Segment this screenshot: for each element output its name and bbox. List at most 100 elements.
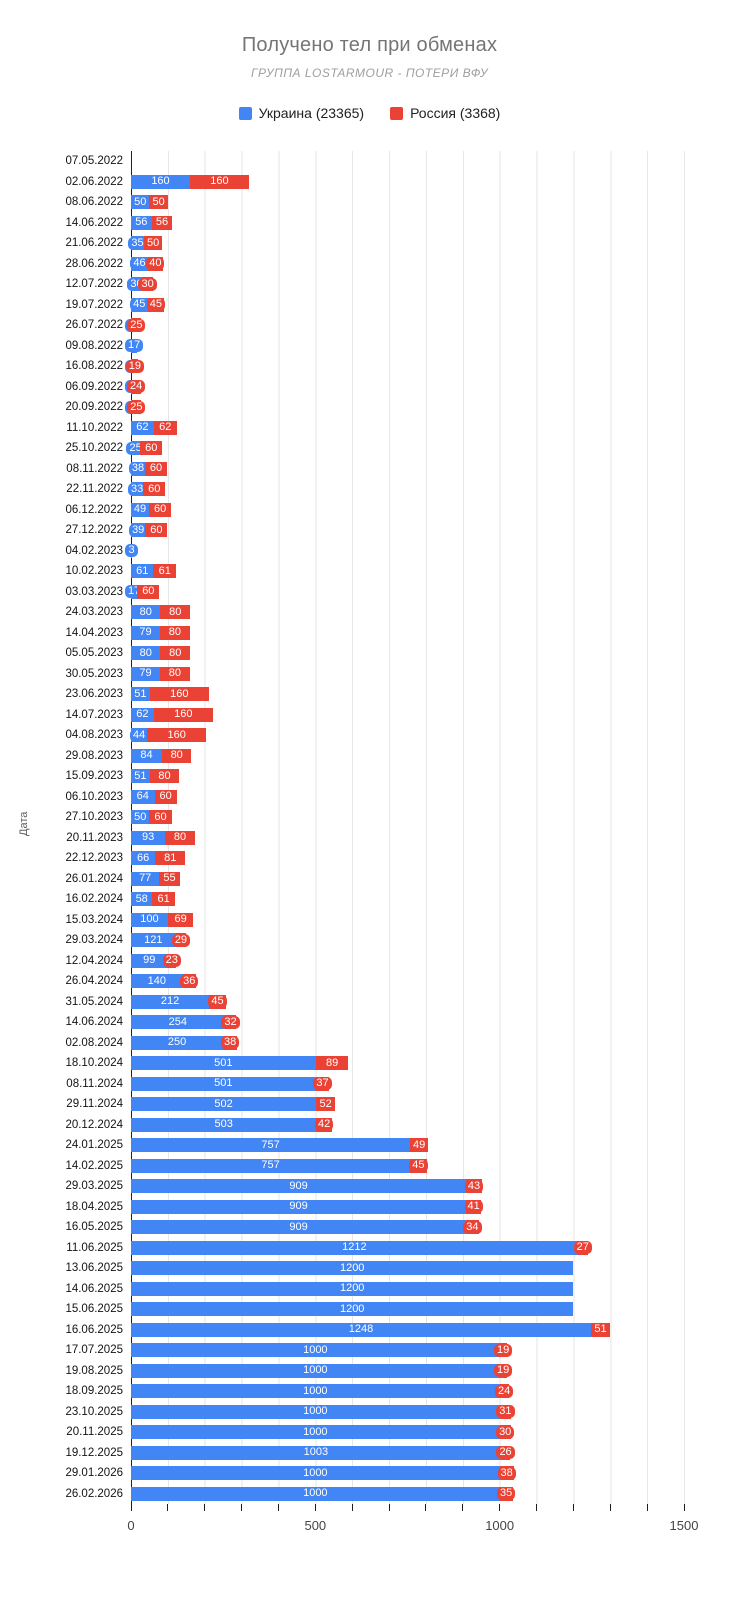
bar-ukraine-segment[interactable]: 502 [131,1097,317,1112]
bar-russia-segment[interactable]: 30 [496,1425,515,1440]
bar-ukraine-segment[interactable]: 45 [130,297,149,312]
bar-ukraine-segment[interactable]: 80 [131,605,161,620]
bar-ukraine-segment[interactable]: 757 [131,1138,411,1153]
bar-russia-segment[interactable]: 27 [573,1240,592,1255]
bar-ukraine-segment[interactable]: 51 [131,687,150,702]
bar-ukraine-segment[interactable]: 100 [131,912,168,927]
bar-russia-segment[interactable]: 80 [160,605,190,620]
bar-russia-segment[interactable]: 51 [591,1322,610,1337]
bar-ukraine-segment[interactable]: 51 [131,769,150,784]
bar-russia-segment[interactable]: 81 [155,851,186,866]
bar-ukraine-segment[interactable]: 909 [131,1179,467,1194]
bar-ukraine-segment[interactable]: 93 [131,830,166,845]
bar-russia-segment[interactable]: 37 [313,1076,332,1091]
bar-russia-segment[interactable]: 160 [149,687,209,702]
bar-russia-segment[interactable]: 61 [153,564,176,579]
bar-ukraine-segment[interactable]: 66 [131,851,156,866]
bar-russia-segment[interactable]: 45 [208,994,227,1009]
bar-ukraine-segment[interactable]: 250 [131,1035,224,1050]
bar-ukraine-segment[interactable]: 1000 [131,1343,500,1358]
bar-russia-segment[interactable]: 45 [146,297,165,312]
bar-russia-segment[interactable]: 60 [154,789,177,804]
bar-ukraine-segment[interactable]: 501 [131,1056,316,1071]
bar-russia-segment[interactable]: 160 [147,728,207,743]
bar-russia-segment[interactable]: 45 [409,1158,428,1173]
bar-russia-segment[interactable]: 43 [464,1179,484,1194]
bar-russia-segment[interactable]: 31 [496,1404,515,1419]
bar-russia-segment[interactable]: 80 [160,625,190,640]
bar-ukraine-segment[interactable]: 1200 [131,1302,574,1317]
bar-russia-segment[interactable]: 52 [316,1097,336,1112]
bar-russia-segment[interactable]: 23 [162,953,181,968]
bar-ukraine-segment[interactable]: 84 [131,748,162,763]
bar-russia-segment[interactable]: 19 [494,1363,513,1378]
bar-ukraine-segment[interactable]: 25 [126,441,145,456]
bar-ukraine-segment[interactable]: 62 [131,707,154,722]
bar-russia-segment[interactable]: 42 [315,1117,334,1132]
bar-russia-segment[interactable]: 61 [152,892,175,907]
bar-ukraine-segment[interactable]: 50 [131,810,150,825]
bar-russia-segment[interactable]: 55 [159,871,180,886]
bar-russia-segment[interactable]: 69 [167,912,194,927]
bar-russia-segment[interactable]: 38 [497,1466,516,1481]
bar-russia-segment[interactable]: 41 [464,1199,483,1214]
bar-russia-segment[interactable]: 38 [221,1035,240,1050]
bar-ukraine-segment[interactable]: 64 [131,789,155,804]
bar-russia-segment[interactable]: 60 [137,584,160,599]
bar-ukraine-segment[interactable]: 1248 [131,1322,592,1337]
bar-russia-segment[interactable]: 25 [127,318,146,333]
bar-ukraine-segment[interactable]: 121 [131,933,176,948]
bar-russia-segment[interactable]: 32 [221,1015,240,1030]
bar-ukraine-segment[interactable]: 1000 [131,1486,500,1501]
bar-ukraine-segment[interactable]: 501 [131,1076,316,1091]
bar-ukraine-segment[interactable]: 1003 [131,1445,501,1460]
bar-ukraine-segment[interactable]: 909 [131,1199,467,1214]
bar-ukraine-segment[interactable]: 77 [131,871,160,886]
bar-russia-segment[interactable]: 80 [149,769,180,784]
bar-russia-segment[interactable]: 60 [143,482,166,497]
bar-ukraine-segment[interactable]: 79 [131,625,161,640]
legend-item-russia[interactable]: Россия (3368) [390,105,500,121]
bar-ukraine-segment[interactable]: 33 [127,482,147,497]
bar-ukraine-segment[interactable]: 17 [125,338,144,353]
bar-ukraine-segment[interactable]: 80 [131,646,161,661]
bar-ukraine-segment[interactable]: 38 [128,461,148,476]
bar-ukraine-segment[interactable]: 56 [131,215,152,230]
bar-russia-segment[interactable]: 80 [161,748,192,763]
bar-ukraine-segment[interactable]: 50 [131,195,150,210]
bar-russia-segment[interactable]: 60 [145,523,168,538]
bar-russia-segment[interactable]: 30 [138,277,157,292]
bar-ukraine-segment[interactable]: 140 [131,974,183,989]
bar-russia-segment[interactable]: 19 [494,1343,513,1358]
bar-russia-segment[interactable]: 29 [171,933,191,948]
bar-ukraine-segment[interactable]: 503 [131,1117,317,1132]
bar-ukraine-segment[interactable]: 49 [130,502,150,517]
bar-russia-segment[interactable]: 49 [409,1138,429,1153]
bar-ukraine-segment[interactable]: 1000 [131,1466,500,1481]
bar-ukraine-segment[interactable]: 62 [131,420,154,435]
legend-item-ukraine[interactable]: Украина (23365) [238,105,364,121]
bar-ukraine-segment[interactable]: 1000 [131,1425,500,1440]
bar-ukraine-segment[interactable]: 58 [131,892,153,907]
bar-ukraine-segment[interactable]: 1000 [131,1404,500,1419]
bar-ukraine-segment[interactable]: 35 [128,236,147,251]
bar-russia-segment[interactable]: 160 [189,174,249,189]
bar-russia-segment[interactable]: 19 [125,359,144,374]
bar-ukraine-segment[interactable]: 757 [131,1158,411,1173]
bar-ukraine-segment[interactable]: 44 [129,728,149,743]
bar-russia-segment[interactable]: 89 [315,1056,349,1071]
bar-russia-segment[interactable]: 50 [149,195,168,210]
bar-ukraine-segment[interactable]: 1200 [131,1281,574,1296]
bar-russia-segment[interactable]: 80 [160,666,190,681]
bar-ukraine-segment[interactable]: 61 [131,564,154,579]
bar-russia-segment[interactable]: 160 [153,707,213,722]
bar-ukraine-segment[interactable]: 1000 [131,1384,500,1399]
bar-russia-segment[interactable]: 50 [143,236,163,251]
bar-ukraine-segment[interactable]: 3 [125,543,138,558]
bar-russia-segment[interactable]: 24 [127,379,146,394]
bar-ukraine-segment[interactable]: 1212 [131,1240,578,1255]
bar-ukraine-segment[interactable]: 212 [131,994,210,1009]
bar-russia-segment[interactable]: 62 [153,420,177,435]
bar-ukraine-segment[interactable]: 99 [131,953,168,968]
bar-russia-segment[interactable]: 60 [145,461,168,476]
